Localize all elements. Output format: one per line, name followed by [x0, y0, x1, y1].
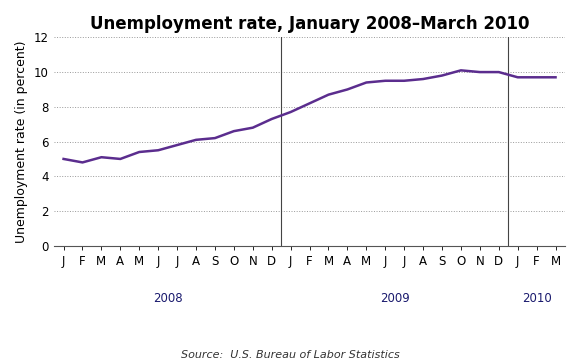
Text: 2008: 2008 [153, 292, 183, 305]
Text: Source:  U.S. Bureau of Labor Statistics: Source: U.S. Bureau of Labor Statistics [180, 350, 400, 360]
Title: Unemployment rate, January 2008–March 2010: Unemployment rate, January 2008–March 20… [90, 15, 530, 33]
Text: 2010: 2010 [522, 292, 552, 305]
Text: 2009: 2009 [380, 292, 409, 305]
Y-axis label: Unemployment rate (in percent): Unemployment rate (in percent) [15, 40, 28, 243]
